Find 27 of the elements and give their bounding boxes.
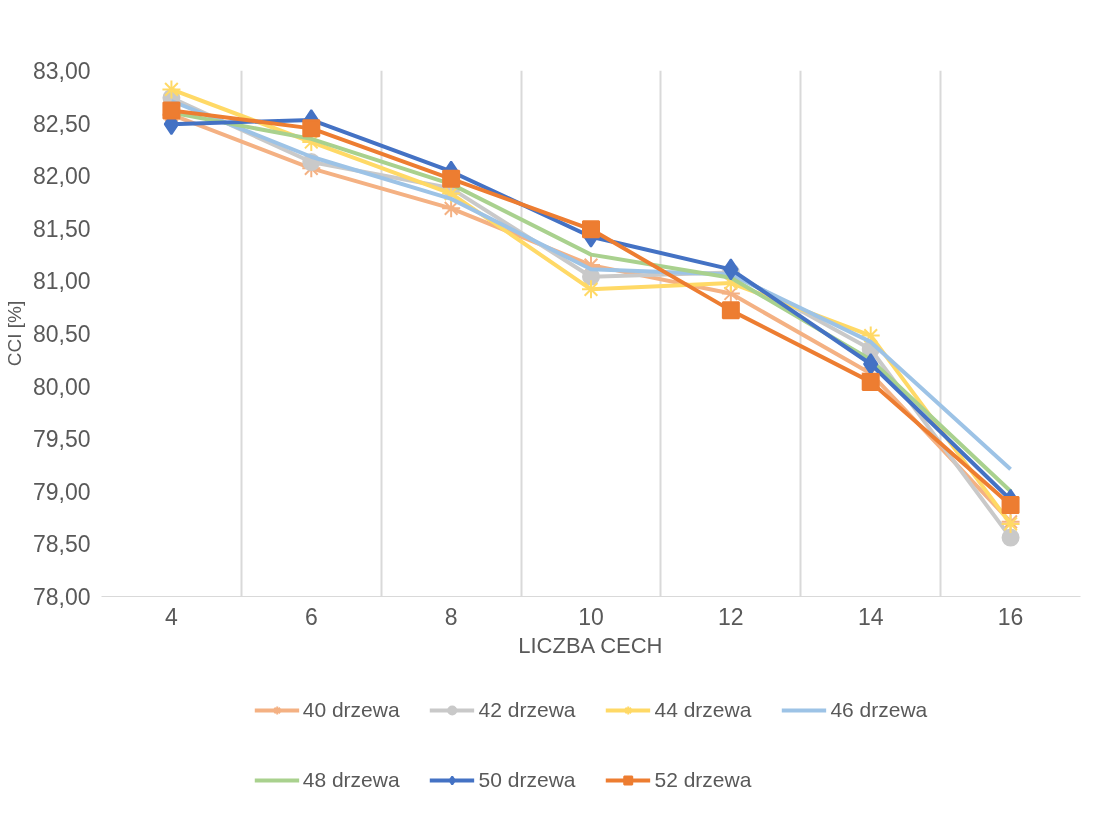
legend-label: 50 drzewa bbox=[478, 767, 576, 793]
y-tick-label: 80,00 bbox=[32, 373, 91, 400]
x-tick-label: 4 bbox=[165, 603, 179, 630]
y-tick-label: 82,50 bbox=[32, 110, 91, 137]
legend-label: 42 drzewa bbox=[478, 697, 576, 723]
y-tick-label: 82,00 bbox=[32, 163, 91, 190]
y-tick-label: 83,00 bbox=[32, 58, 91, 84]
y-axis-title: CCI [%] bbox=[3, 300, 25, 367]
y-tick-label: 78,50 bbox=[32, 531, 91, 558]
x-tick-label: 16 bbox=[997, 603, 1024, 630]
y-tick-label: 81,00 bbox=[32, 268, 91, 295]
x-axis-title: LICZBA CECH bbox=[518, 632, 663, 658]
y-tick-label: 81,50 bbox=[32, 215, 91, 242]
legend-label: 40 drzewa bbox=[302, 697, 400, 723]
x-tick-label: 8 bbox=[444, 603, 458, 630]
x-tick-label: 10 bbox=[578, 603, 604, 630]
x-tick-label: 14 bbox=[857, 603, 884, 630]
legend-label: 52 drzewa bbox=[654, 767, 752, 793]
x-tick-label: 12 bbox=[718, 603, 744, 630]
legend-label: 44 drzewa bbox=[654, 697, 752, 723]
y-tick-label: 80,50 bbox=[32, 321, 91, 347]
legend-label: 48 drzewa bbox=[302, 767, 400, 793]
y-tick-label: 79,50 bbox=[32, 426, 91, 453]
y-tick-label: 78,00 bbox=[32, 584, 91, 610]
x-tick-label: 6 bbox=[304, 603, 318, 630]
y-tick-label: 79,00 bbox=[32, 478, 91, 505]
legend-label: 46 drzewa bbox=[830, 697, 928, 723]
